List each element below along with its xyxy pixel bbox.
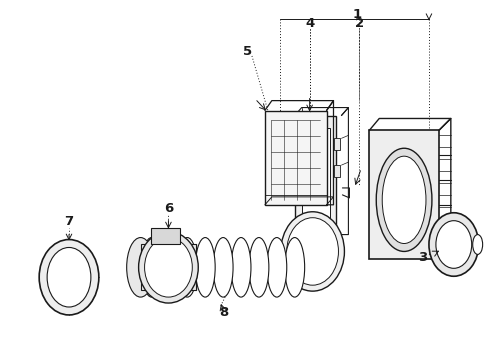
Bar — [150, 228, 180, 244]
Text: 5: 5 — [244, 45, 252, 58]
Ellipse shape — [249, 238, 269, 297]
Ellipse shape — [287, 218, 339, 285]
Ellipse shape — [382, 156, 426, 243]
Text: 4: 4 — [305, 17, 314, 30]
Bar — [369, 130, 439, 260]
Ellipse shape — [196, 238, 215, 297]
Ellipse shape — [285, 238, 305, 297]
Text: 2: 2 — [355, 17, 364, 30]
Text: 1: 1 — [353, 8, 362, 21]
Ellipse shape — [159, 238, 179, 297]
Ellipse shape — [376, 148, 432, 251]
Text: 6: 6 — [164, 202, 173, 215]
Bar — [141, 244, 196, 290]
Ellipse shape — [473, 235, 483, 255]
Ellipse shape — [142, 238, 162, 297]
Ellipse shape — [145, 238, 192, 297]
Text: 7: 7 — [65, 215, 74, 228]
Ellipse shape — [47, 247, 91, 307]
Bar — [306, 215, 325, 223]
Bar — [294, 116, 337, 235]
Ellipse shape — [139, 231, 198, 303]
Ellipse shape — [281, 212, 344, 291]
Ellipse shape — [436, 221, 472, 268]
Bar — [335, 165, 341, 177]
Ellipse shape — [127, 238, 154, 297]
Bar — [335, 138, 341, 150]
Ellipse shape — [213, 238, 233, 297]
Text: 3: 3 — [418, 251, 428, 264]
Ellipse shape — [267, 238, 287, 297]
Ellipse shape — [39, 239, 99, 315]
Text: 8: 8 — [220, 306, 229, 319]
Ellipse shape — [231, 238, 251, 297]
Bar — [265, 111, 326, 205]
Ellipse shape — [429, 213, 479, 276]
Bar — [302, 129, 329, 218]
Ellipse shape — [177, 238, 197, 297]
